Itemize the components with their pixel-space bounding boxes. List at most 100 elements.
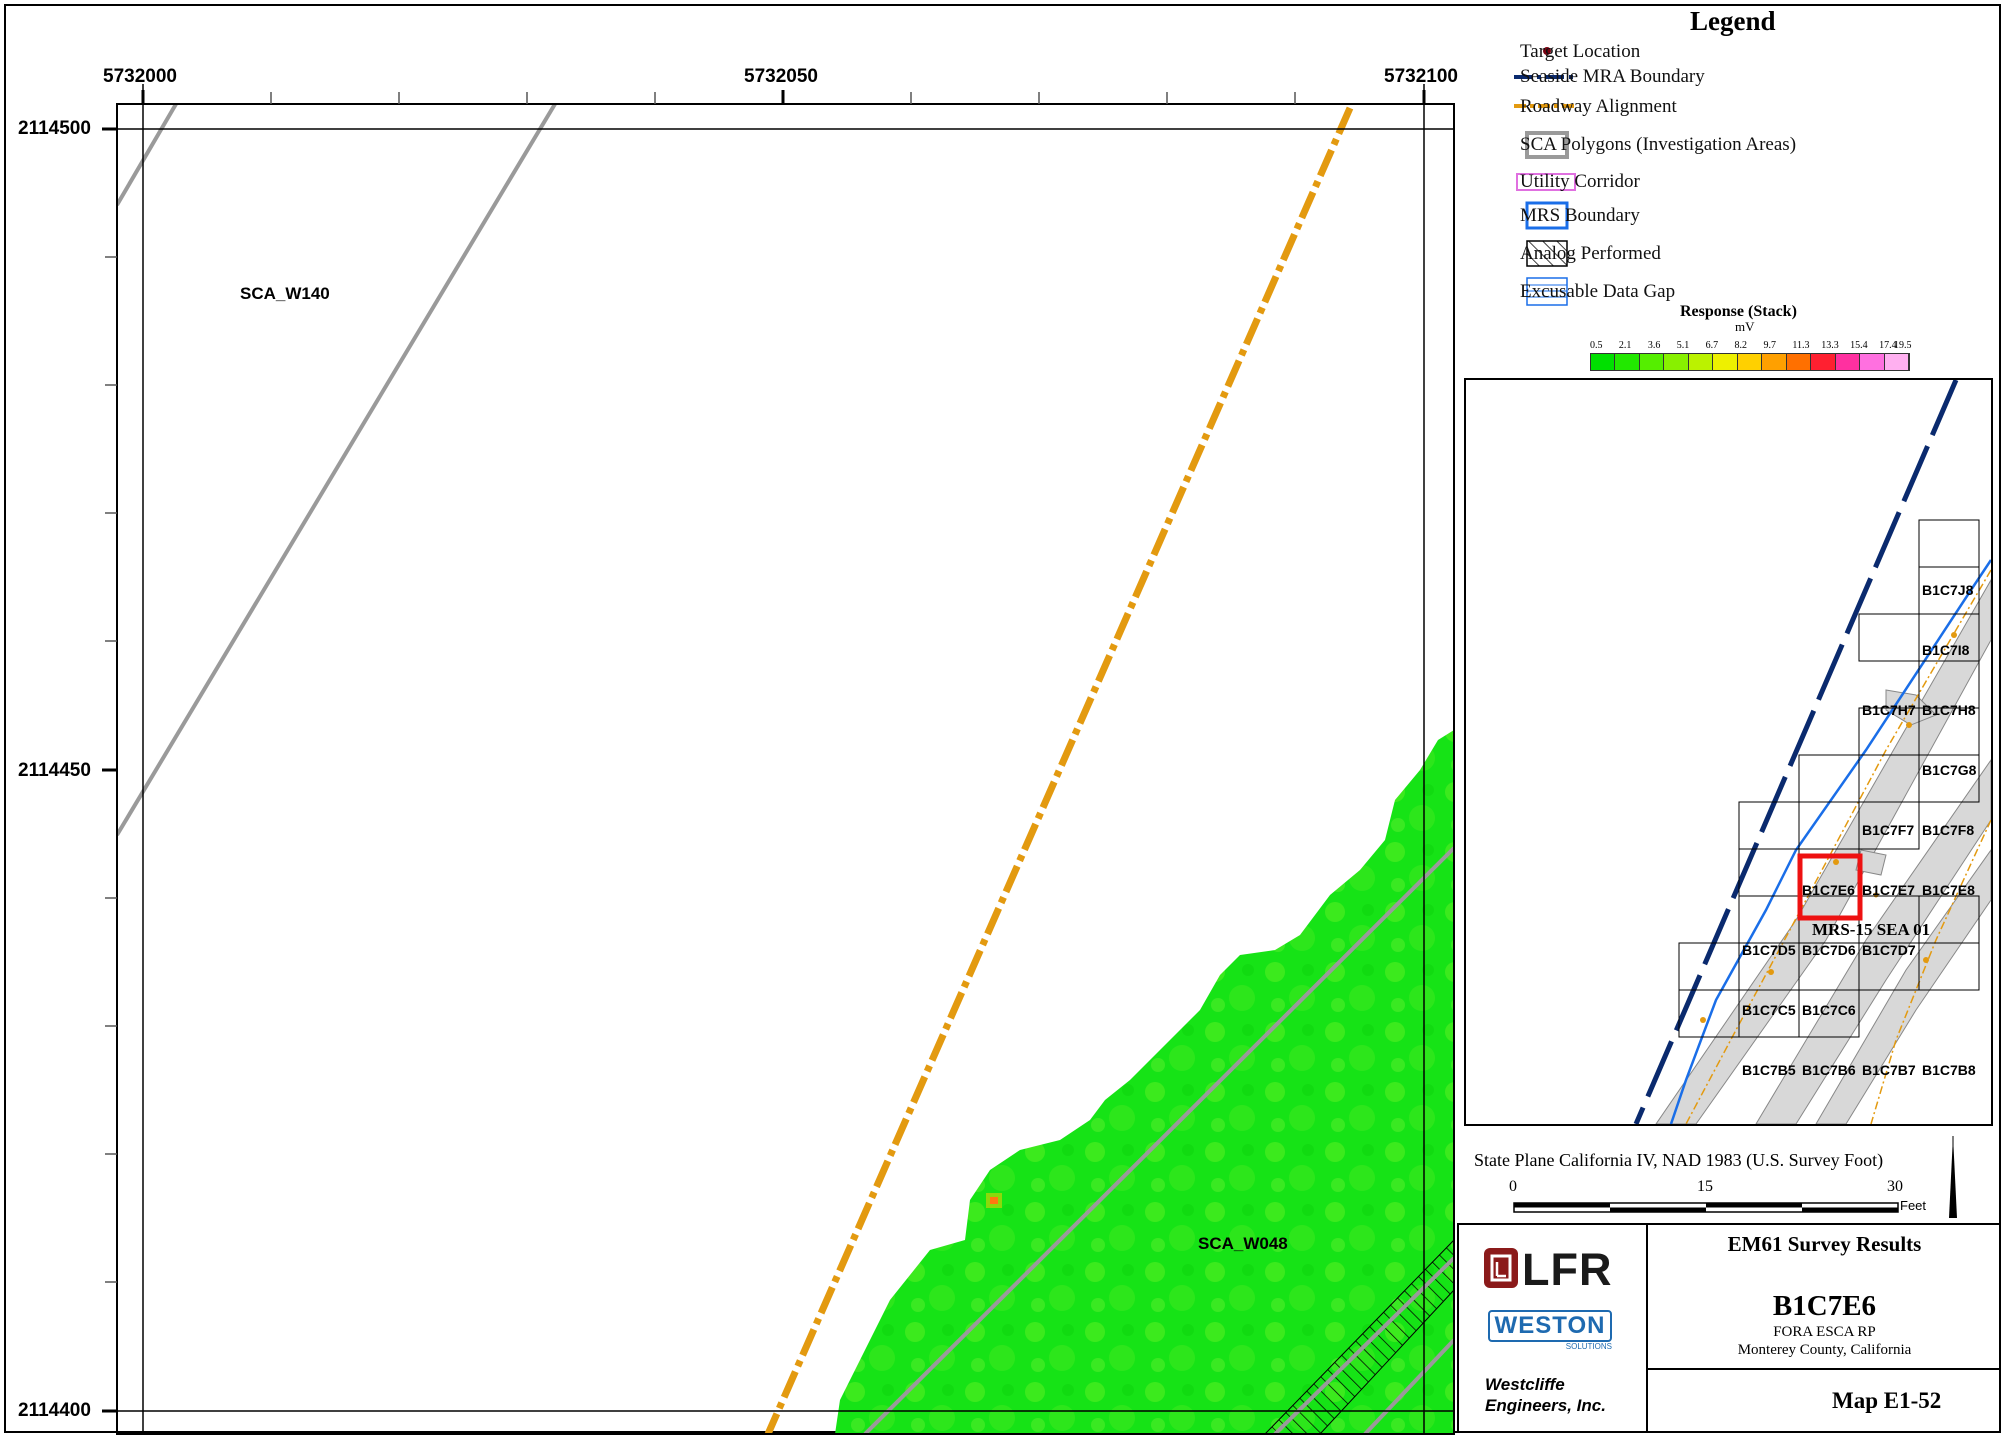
response-color-ramp <box>1590 353 1910 371</box>
cell-b1c7g8: B1C7G8 <box>1922 762 1977 778</box>
weston-logo-sub: SOLUTIONS <box>1565 1342 1612 1351</box>
legend-item-utility-corridor: Utility Corridor <box>1520 171 1640 192</box>
response-title: Response (Stack) <box>1680 303 1797 320</box>
response-swatch <box>1615 354 1640 370</box>
title-location: Monterey County, California <box>1737 1342 1912 1358</box>
cell-b1c7f8: B1C7F8 <box>1922 822 1975 838</box>
response-swatch <box>1688 354 1714 370</box>
inset-map-drawing <box>1633 380 1991 1124</box>
cell-b1c7b5: B1C7B5 <box>1742 1062 1796 1078</box>
response-tick: 11.3 <box>1792 340 1810 351</box>
y-tick-marks <box>102 127 117 1413</box>
cell-b1c7e6: B1C7E6 <box>1802 882 1855 898</box>
response-tick: 15.4 <box>1850 340 1868 351</box>
sca-polygon-lines <box>117 104 1454 1434</box>
legend-item-excusable-data-gap: Excusable Data Gap <box>1520 281 1676 302</box>
cell-b1c7d7: B1C7D7 <box>1862 942 1916 958</box>
target-dot-icon <box>1543 47 1551 55</box>
y-label-2114500: 2114500 <box>18 118 91 139</box>
inset-map: B1C7J8 B1C7I8 B1C7H7 B1C7H8 B1C7G8 B1C7F… <box>1464 378 1993 1126</box>
scale-unit: Feet <box>1900 1198 1927 1213</box>
response-swatch <box>1591 354 1616 370</box>
cell-b1c7j8: B1C7J8 <box>1922 582 1974 598</box>
cell-b1c7b7: B1C7B7 <box>1862 1062 1916 1078</box>
projection-note: State Plane California IV, NAD 1983 (U.S… <box>1474 1150 1884 1170</box>
map-number: Map E1-52 <box>1832 1388 1942 1413</box>
response-tick: 2.1 <box>1618 340 1632 351</box>
firm-line2: Engineers, Inc. <box>1485 1396 1606 1415</box>
target-hotspot-halo <box>986 1193 1002 1208</box>
highlighted-cell-frame <box>1797 853 1863 921</box>
x-label-5732050: 5732050 <box>744 66 818 87</box>
lfr-logo-text: LFR <box>1522 1244 1613 1295</box>
y-label-2114450: 2114450 <box>18 760 91 781</box>
legend-item-roadway-alignment: Roadway Alignment <box>1520 96 1677 117</box>
cell-b1c7f7: B1C7F7 <box>1862 822 1915 838</box>
response-swatch <box>1835 354 1861 370</box>
pink-box-icon <box>1516 173 1576 191</box>
sca-w048-label: SCA_W048 <box>1198 1234 1288 1253</box>
response-tick: 5.1 <box>1676 340 1690 351</box>
hatched-box-icon <box>1526 240 1568 267</box>
title-block-divider-h <box>1646 1368 2001 1370</box>
roadway-alignment <box>764 106 1354 1434</box>
em61-survey-area <box>835 730 1454 1434</box>
cell-b1c7e8: B1C7E8 <box>1922 882 1975 898</box>
lfr-logo-icon <box>1484 1248 1518 1288</box>
legend-item-target-location: Target Location <box>1520 41 1641 62</box>
title-project: FORA ESCA RP <box>1773 1324 1876 1340</box>
response-tick: 13.3 <box>1821 340 1839 351</box>
x-label-5732000: 5732000 <box>103 66 177 87</box>
response-tick: 8.2 <box>1734 340 1748 351</box>
response-swatch <box>1884 354 1910 370</box>
scale-bar <box>1513 1202 1899 1213</box>
response-swatch <box>1860 354 1885 370</box>
response-tick: 6.7 <box>1705 340 1719 351</box>
legend-symbols <box>1514 47 1576 306</box>
westcliffe-firm: Westcliffe Engineers, Inc. <box>1485 1374 1606 1416</box>
y-label-2114400: 2114400 <box>18 1400 91 1421</box>
response-tick: 19.5 <box>1894 340 1912 351</box>
response-swatch <box>1713 354 1738 370</box>
cell-b1c7c5: B1C7C5 <box>1742 1002 1796 1018</box>
north-arrow-icon <box>1949 1136 1957 1218</box>
cell-b1c7c6: B1C7C6 <box>1802 1002 1856 1018</box>
scale-tick-30: 30 <box>1887 1178 1903 1195</box>
gray-box-icon <box>1525 131 1569 159</box>
x-tick-marks <box>141 90 1426 104</box>
response-tick: 17.4 <box>1879 340 1897 351</box>
response-tick: 9.7 <box>1763 340 1776 351</box>
cell-b1c7h8: B1C7H8 <box>1922 702 1976 718</box>
cell-b1c7i8: B1C7I8 <box>1922 642 1970 658</box>
legend-item-mrs-boundary: MRS Boundary <box>1520 205 1640 226</box>
title-block-divider <box>1646 1223 1648 1433</box>
weston-logo-icon: WESTON SOLUTIONS <box>1488 1310 1612 1352</box>
cell-b1c7b8: B1C7B8 <box>1922 1062 1976 1078</box>
cell-b1c7d5: B1C7D5 <box>1742 942 1796 958</box>
title-heading: EM61 Survey Results <box>1727 1232 1922 1256</box>
analog-performed-area <box>1264 1239 1454 1434</box>
response-swatch <box>1664 354 1689 370</box>
legend-item-analog-performed: Analog Performed <box>1520 243 1661 264</box>
response-tick-labels: 0.5 2.1 3.6 5.1 6.7 8.2 9.7 11.3 13.3 15.4 17.4 19.… <box>1590 340 1912 352</box>
response-swatch <box>1762 354 1787 370</box>
firm-line1: Westcliffe <box>1485 1375 1565 1394</box>
cell-b1c7h7: B1C7H7 <box>1862 702 1916 718</box>
response-tick: 0.5 <box>1590 340 1603 351</box>
response-swatch <box>1639 354 1665 370</box>
response-swatch <box>1737 354 1763 370</box>
cell-b1c7b6: B1C7B6 <box>1802 1062 1856 1078</box>
x-label-5732100: 5732100 <box>1384 66 1458 87</box>
mrs-label: MRS-15 SEA 01 <box>1812 920 1931 939</box>
cell-b1c7e7: B1C7E7 <box>1862 882 1915 898</box>
legend-item-sca-polygons: SCA Polygons (Investigation Areas) <box>1520 134 1797 155</box>
response-tick: 3.6 <box>1647 340 1661 351</box>
weston-logo-text: WESTON <box>1488 1310 1612 1342</box>
blue-box-icon <box>1525 201 1569 230</box>
legend-item-seaside-mra-boundary: Seaside MRA Boundary <box>1520 66 1705 87</box>
response-swatch <box>1811 354 1836 370</box>
legend-title: Legend <box>1690 6 1776 36</box>
response-swatch <box>1786 354 1812 370</box>
title-block <box>1457 1223 2001 1433</box>
